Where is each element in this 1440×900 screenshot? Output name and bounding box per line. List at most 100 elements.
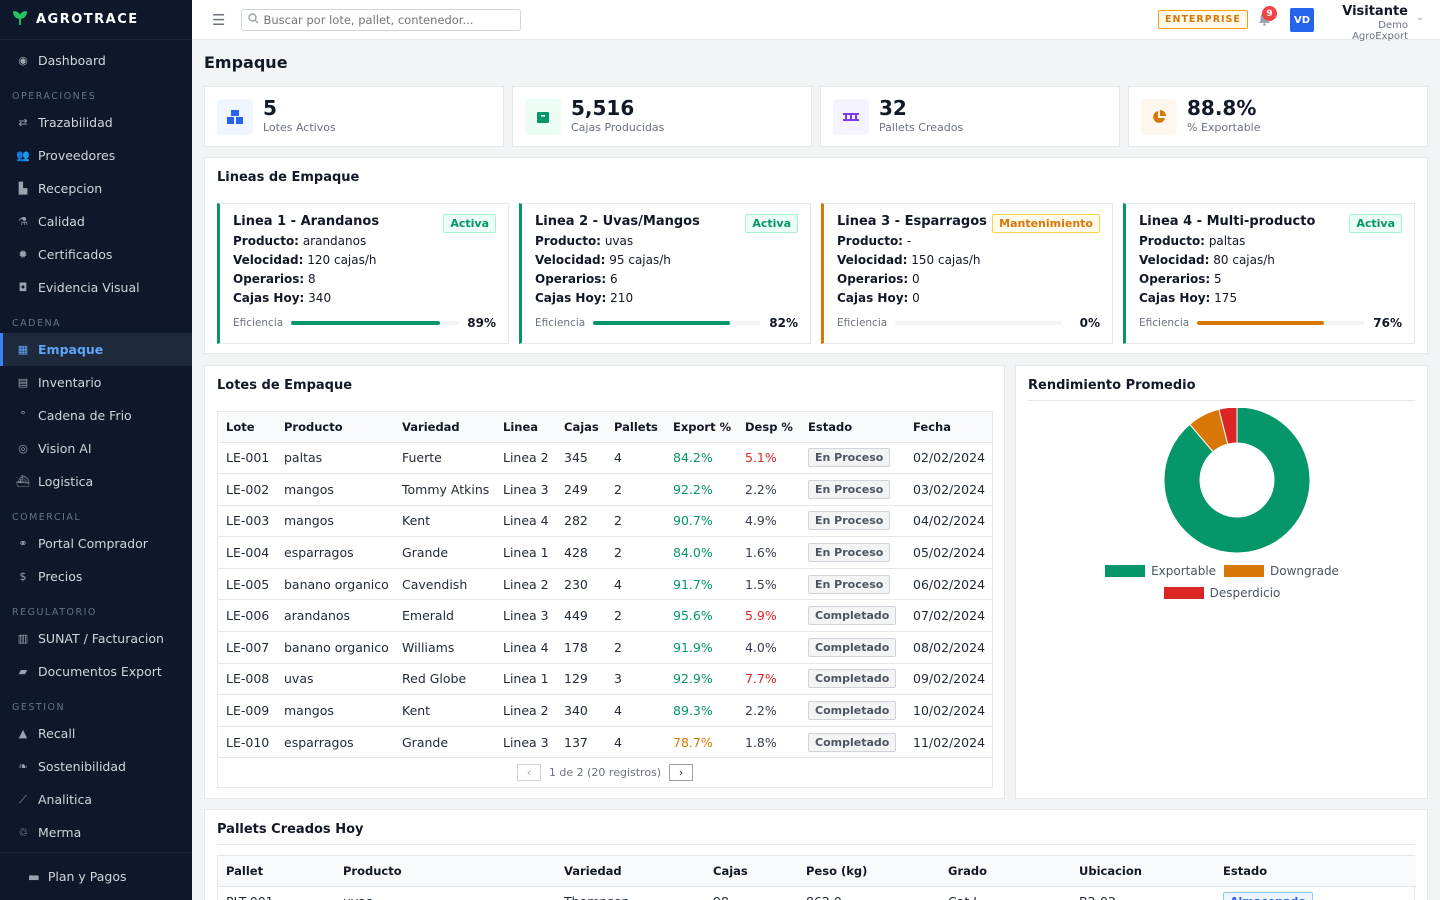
efficiency-bar-fill (1197, 321, 1324, 325)
cell-variedad: Cavendish (394, 568, 495, 601)
sidebar-item-analitica[interactable]: ⟋ Analitica (0, 783, 192, 816)
cell-export: 84.0% (665, 536, 737, 569)
plan-and-payments-link[interactable]: ▬ Plan y Pagos (0, 852, 192, 900)
next-page-button[interactable]: › (669, 764, 694, 782)
handshake-icon: ⚭ (18, 537, 28, 550)
column-header[interactable]: Variedad (556, 856, 705, 887)
sidebar-item-trazabilidad[interactable]: ⇄ Trazabilidad (0, 106, 192, 139)
warehouse-icon: ▤ (17, 376, 29, 389)
cell-fecha: 04/02/2024 (905, 505, 992, 538)
column-header[interactable]: Grado (940, 856, 1071, 887)
legend-item[interactable]: Downgrade (1224, 564, 1339, 578)
table-row[interactable]: LE-009 mangos Kent Linea 2 340 4 89.3% 2.2% Comp… (218, 694, 992, 727)
sidebar-item-calidad[interactable]: ⚗ Calidad (0, 205, 192, 238)
table-row[interactable]: LE-010 esparragos Grande Linea 3 137 4 78.7% 1.… (218, 726, 992, 759)
packing-line-card[interactable]: Linea 2 - Uvas/Mangos Activa Producto: uva… (519, 203, 811, 344)
donut-slice-desperdicio[interactable] (1218, 408, 1238, 445)
status-badge: En Proceso (808, 511, 891, 531)
sidebar-item-empaque[interactable]: ▦ Empaque (0, 333, 192, 366)
table-row[interactable]: LE-008 uvas Red Globe Linea 1 129 3 92.9% 7.7% C… (218, 663, 992, 696)
table-row[interactable]: LE-004 esparragos Grande Linea 1 428 2 84.0% 1.… (218, 536, 992, 569)
table-row[interactable]: LE-006 arandanos Emerald Linea 3 449 2 95.6% 5.… (218, 599, 992, 633)
column-header[interactable]: Peso (kg) (798, 856, 940, 887)
prev-page-button[interactable]: ‹ (516, 764, 541, 782)
column-header[interactable]: Lote (218, 412, 276, 443)
sidebar-item-sostenibilidad[interactable]: ❧ Sostenibilidad (0, 750, 192, 783)
column-header[interactable]: Pallets (606, 412, 665, 443)
column-header[interactable]: Ubicacion (1071, 856, 1215, 887)
column-header[interactable]: Producto (276, 412, 394, 443)
dashboard-icon: ◉ (18, 54, 28, 67)
sidebar-item-portal-comprador[interactable]: ⚭ Portal Comprador (0, 527, 192, 560)
sidebar-item-evidencia-visual[interactable]: ◘ Evidencia Visual (0, 271, 192, 304)
lotes-card-title: Lotes de Empaque (217, 378, 353, 393)
cell-desp: 5.9% (737, 599, 800, 633)
sidebar-item-recepcion[interactable]: ▙ Recepcion (0, 172, 192, 205)
sidebar-item-cadena-de-frio[interactable]: ° Cadena de Frio (0, 399, 192, 432)
sidebar-item-recall[interactable]: ▲ Recall (0, 717, 192, 750)
sidebar-item-certificados[interactable]: ✹ Certificados (0, 238, 192, 271)
sidebar-item-inventario[interactable]: ▤ Inventario (0, 366, 192, 399)
sidebar-item-documentos-export[interactable]: ▰ Documentos Export (0, 655, 192, 688)
column-header[interactable]: Cajas (705, 856, 798, 887)
table-row[interactable]: LE-002 mangos Tommy Atkins Linea 3 249 2 92.2%… (218, 473, 992, 506)
legend-item[interactable]: Desperdicio (1163, 586, 1280, 600)
sidebar-item-sunat-facturacion[interactable]: ▥ SUNAT / Facturacion (0, 622, 192, 655)
cell-desp: 1.8% (737, 726, 800, 759)
cell-pallets: 2 (606, 536, 665, 569)
sidebar-item-precios[interactable]: $ Precios (0, 560, 192, 593)
column-header[interactable]: Export % (665, 412, 737, 443)
cell-cajas: 137 (556, 726, 606, 759)
truck-icon: ▙ (18, 182, 28, 195)
cell-pallets: 2 (606, 599, 665, 633)
table-row[interactable]: PLT-001uvasThompson98862.0Cat IB2-02 Alma… (218, 886, 1416, 900)
cell-estado: En Proceso (800, 536, 905, 569)
column-header[interactable]: Variedad (394, 412, 495, 443)
search-input[interactable] (263, 12, 504, 27)
table-row[interactable]: LE-001 paltas Fuerte Linea 2 345 4 84.2% 5.1% En… (218, 442, 992, 475)
search-box[interactable] (241, 8, 522, 31)
sidebar-item-merma[interactable]: ♲ Merma (0, 816, 192, 849)
eye-icon: ◎ (18, 442, 28, 455)
cell-pallets: 4 (606, 726, 665, 759)
column-header[interactable]: Estado (800, 412, 905, 443)
cell-lote: LE-004 (218, 536, 276, 569)
menu-toggle-icon[interactable]: ☰ (212, 10, 226, 29)
cell-cajas: 449 (556, 599, 606, 633)
cell-variedad: Fuerte (394, 442, 495, 475)
legend-item[interactable]: Exportable (1105, 564, 1216, 578)
cell-lote: LE-002 (218, 473, 276, 506)
column-header[interactable]: Cajas (556, 412, 606, 443)
column-header[interactable]: Pallet (218, 856, 335, 887)
users-icon: 👥 (16, 149, 30, 162)
column-header[interactable]: Fecha (905, 412, 992, 443)
packing-line-card[interactable]: Linea 3 - Esparragos Mantenimiento Product… (821, 203, 1113, 344)
sidebar-item-logistica[interactable]: ⛴ Logistica (0, 465, 192, 498)
donut-slice-exportable[interactable] (1163, 408, 1311, 554)
table-row[interactable]: LE-003 mangos Kent Linea 4 282 2 90.7% 4.9% En P… (218, 505, 992, 538)
sidebar-item-proveedores[interactable]: 👥 Proveedores (0, 139, 192, 172)
efficiency-row: Eficiencia 82% (535, 316, 798, 330)
sidebar-item-vision-ai[interactable]: ◎ Vision AI (0, 432, 192, 465)
cell-linea: Linea 1 (495, 536, 556, 569)
certificate-icon: ✹ (18, 248, 28, 261)
column-header[interactable]: Desp % (737, 412, 800, 443)
status-badge: Completado (808, 637, 897, 657)
packing-line-card[interactable]: Linea 1 - Arandanos Activa Producto: arand… (217, 203, 509, 344)
chevron-down-icon[interactable]: ⌄ (1416, 12, 1425, 23)
kpi-value: 88.8% (1187, 96, 1257, 120)
brand[interactable]: AGROTRACE (0, 0, 192, 40)
cell-desp: 1.5% (737, 568, 800, 601)
column-header[interactable]: Producto (335, 856, 556, 887)
sidebar-item-dashboard[interactable]: ◉ Dashboard (0, 44, 192, 77)
user-menu[interactable]: Visitante Demo AgroExport (1320, 4, 1408, 42)
table-row[interactable]: LE-007 banano organico Williams Linea 4 178 2… (218, 631, 992, 664)
avatar[interactable]: VD (1290, 8, 1314, 32)
column-header[interactable]: Linea (495, 412, 556, 443)
cell-linea: Linea 2 (495, 442, 556, 475)
efficiency-bar (895, 321, 1062, 325)
column-header[interactable]: Estado (1215, 856, 1416, 887)
table-row[interactable]: LE-005 banano organico Cavendish Linea 2 230… (218, 568, 992, 601)
packing-line-card[interactable]: Linea 4 - Multi-producto Activa Producto: … (1123, 203, 1415, 344)
cell-export: 78.7% (665, 726, 737, 759)
